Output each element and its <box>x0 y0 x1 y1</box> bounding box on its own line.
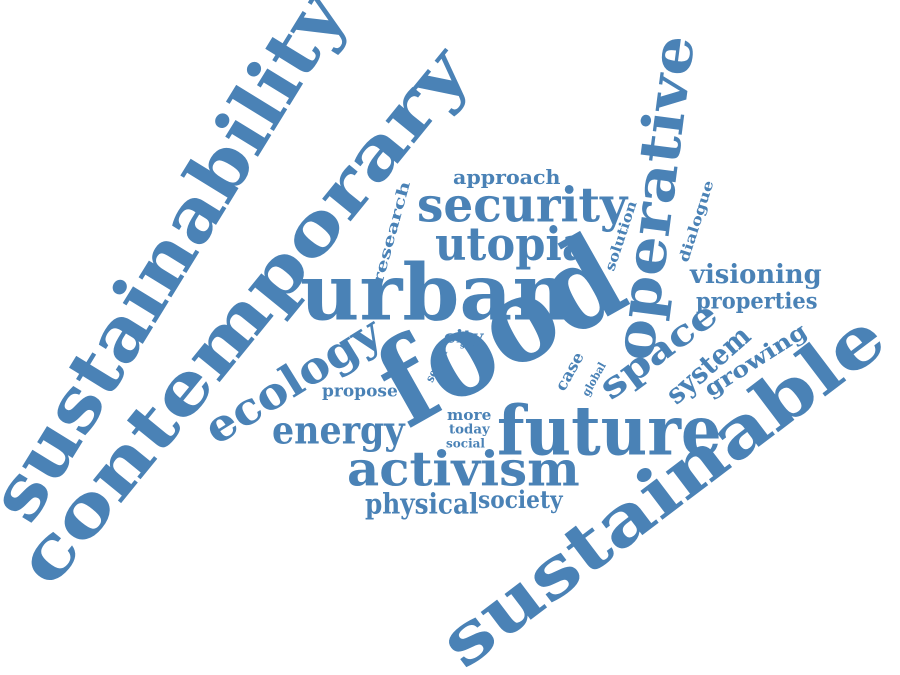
word-activism: activism <box>347 441 580 498</box>
word-propose: propose <box>322 381 398 402</box>
word-more: more <box>447 406 492 424</box>
word-security: security <box>417 177 628 234</box>
word-properties: properties <box>696 288 818 315</box>
word-social: social <box>446 436 485 451</box>
word-utopia: utopia <box>435 217 590 272</box>
word-today: today <box>449 422 490 438</box>
word-visioning: visioning <box>690 260 822 291</box>
word-society: society <box>478 484 563 514</box>
word-city: city <box>444 326 484 348</box>
word-urban: urban <box>300 247 572 339</box>
word-energy: energy <box>272 407 405 453</box>
word-physical: physical <box>365 487 479 521</box>
word-approach: approach <box>453 165 561 189</box>
word-future: future <box>497 391 722 472</box>
word-self: self <box>460 340 477 351</box>
